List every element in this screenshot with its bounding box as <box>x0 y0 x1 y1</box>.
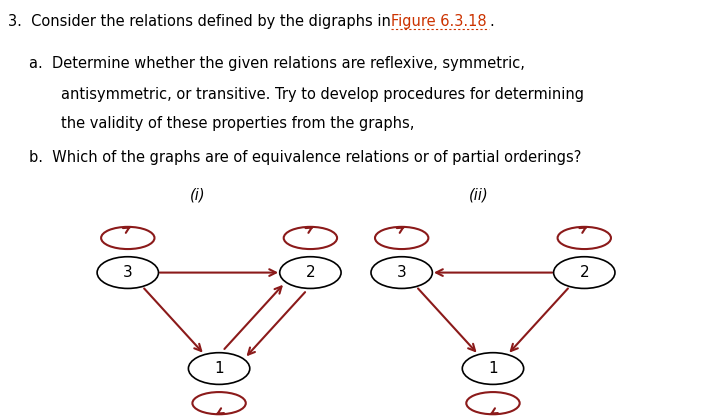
Text: 1: 1 <box>214 361 224 376</box>
Text: 3.  Consider the relations defined by the digraphs in: 3. Consider the relations defined by the… <box>9 14 396 29</box>
Text: (ii): (ii) <box>469 187 489 202</box>
Text: 3: 3 <box>397 265 407 280</box>
Ellipse shape <box>280 257 341 289</box>
Text: (i): (i) <box>190 187 205 202</box>
Text: 2: 2 <box>306 265 315 280</box>
Ellipse shape <box>371 257 433 289</box>
Text: a.  Determine whether the given relations are reflexive, symmetric,: a. Determine whether the given relations… <box>30 55 526 71</box>
Ellipse shape <box>97 257 159 289</box>
Text: antisymmetric, or transitive. Try to develop procedures for determining: antisymmetric, or transitive. Try to dev… <box>61 87 584 102</box>
Text: .: . <box>490 14 494 29</box>
Text: 2: 2 <box>580 265 589 280</box>
Ellipse shape <box>462 353 523 384</box>
Text: b.  Which of the graphs are of equivalence relations or of partial orderings?: b. Which of the graphs are of equivalenc… <box>30 150 582 165</box>
Ellipse shape <box>554 257 615 289</box>
Text: the validity of these properties from the graphs,: the validity of these properties from th… <box>61 116 415 131</box>
Text: 3: 3 <box>123 265 133 280</box>
Ellipse shape <box>188 353 249 384</box>
Text: Figure 6.3.18: Figure 6.3.18 <box>392 14 487 29</box>
Text: 1: 1 <box>488 361 497 376</box>
